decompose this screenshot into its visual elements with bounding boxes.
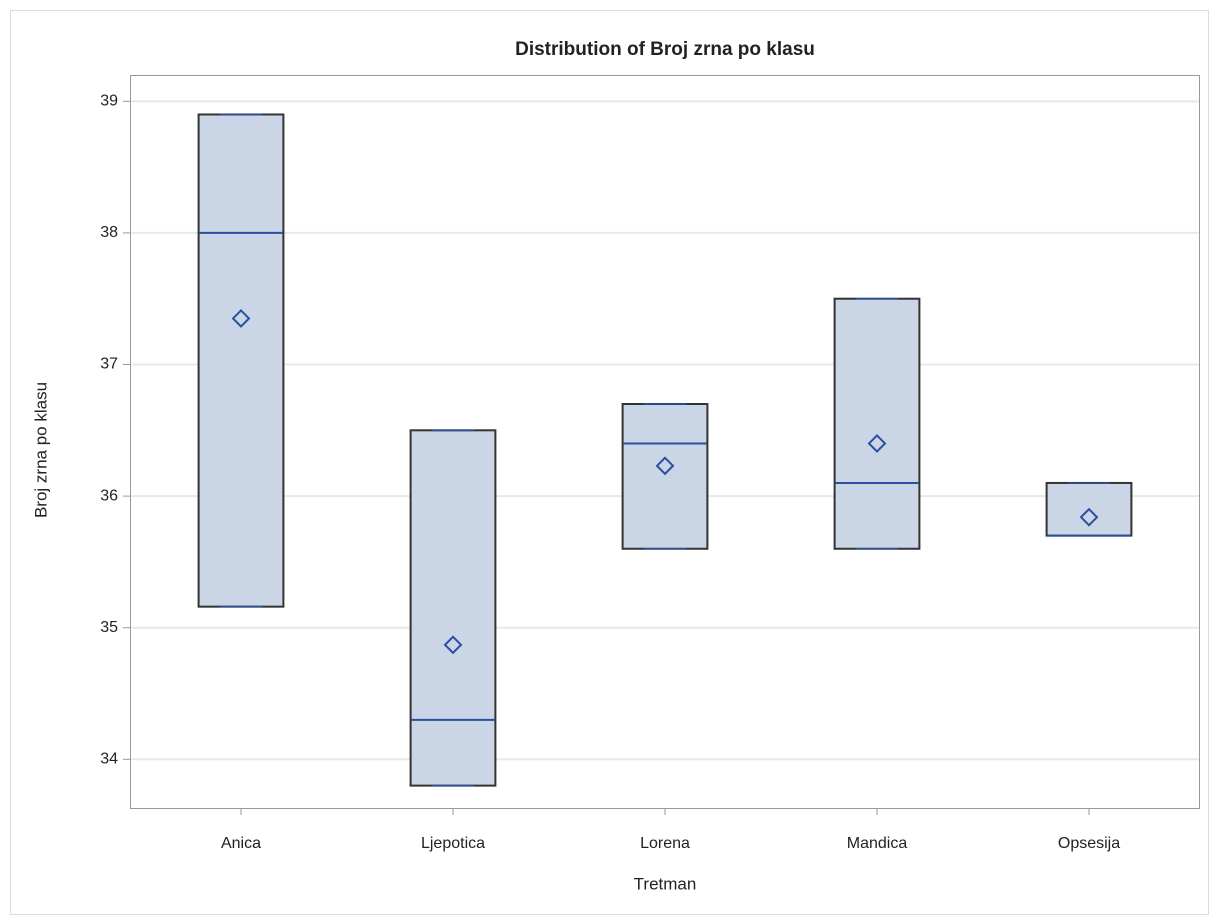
y-tick-label: 35 — [100, 619, 118, 636]
y-tick-label: 39 — [100, 93, 118, 110]
mean-marker — [443, 635, 463, 655]
y-tick-label: 37 — [100, 356, 118, 373]
x-axis-label: Tretman — [634, 874, 697, 893]
x-tick-label: Anica — [221, 835, 261, 852]
box — [833, 297, 921, 550]
box — [409, 429, 497, 787]
chart-title: Distribution of Broj zrna po klasu — [515, 39, 815, 60]
x-tick-label: Opsesija — [1058, 835, 1120, 852]
x-tick-label: Lorena — [640, 835, 690, 852]
y-axis-label: Broj zrna po klasu — [31, 382, 50, 518]
x-tick-label: Mandica — [847, 835, 908, 852]
y-tick-label: 36 — [100, 487, 118, 504]
y-tick-label: 38 — [100, 224, 118, 241]
mean-marker — [1079, 507, 1099, 527]
box — [197, 113, 285, 608]
mean-marker — [231, 309, 251, 328]
box — [621, 402, 709, 550]
mean-marker — [655, 456, 675, 476]
plot-area — [130, 75, 1200, 809]
y-tick-label: 34 — [100, 751, 118, 768]
x-tick-label: Ljepotica — [421, 835, 485, 852]
mean-marker — [867, 434, 887, 453]
